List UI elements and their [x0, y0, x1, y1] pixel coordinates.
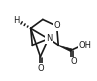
- Text: O: O: [54, 21, 60, 30]
- Text: H: H: [13, 16, 20, 25]
- Polygon shape: [58, 45, 72, 52]
- Text: OH: OH: [78, 41, 91, 50]
- Text: O: O: [37, 64, 44, 73]
- Text: O: O: [70, 57, 77, 66]
- Text: N: N: [46, 34, 52, 43]
